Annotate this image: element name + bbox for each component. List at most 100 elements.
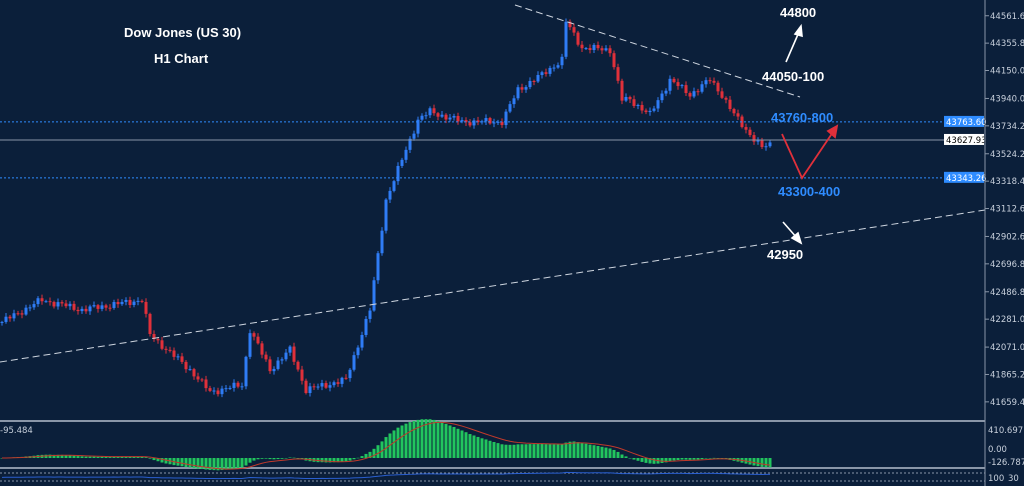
candle — [636, 103, 640, 110]
candle — [72, 300, 76, 312]
candle — [48, 297, 52, 306]
candle — [736, 109, 740, 121]
macd-bar — [520, 444, 524, 458]
candle — [400, 157, 404, 168]
candle — [388, 187, 392, 204]
candle — [756, 137, 760, 145]
level-tag — [944, 133, 984, 145]
macd-bar — [692, 458, 696, 460]
macd-bar — [136, 456, 140, 458]
candle — [640, 101, 644, 114]
candle — [712, 77, 716, 86]
y-tick-label: 44150.00 — [990, 67, 1024, 77]
candle — [592, 43, 596, 53]
candle — [360, 331, 364, 351]
macd-bar — [320, 458, 324, 463]
macd-bar — [88, 456, 92, 458]
macd-bar — [668, 458, 672, 462]
macd-bar — [336, 458, 340, 463]
macd-bar — [448, 425, 452, 458]
macd-bar — [184, 458, 188, 468]
candle — [436, 111, 440, 121]
macd-bar — [240, 458, 244, 468]
candle — [568, 19, 572, 31]
macd-bar — [644, 458, 648, 463]
macd-bar — [624, 456, 628, 458]
macd-bar — [144, 457, 148, 458]
macd-bar — [680, 458, 684, 460]
y-tick-label: 42486.80 — [990, 288, 1024, 298]
candle — [180, 352, 184, 364]
macd-bar — [100, 456, 104, 458]
candle — [76, 306, 80, 315]
macd-bar — [504, 444, 508, 458]
candle — [28, 304, 32, 312]
macd-bar — [488, 440, 492, 458]
macd-bar — [548, 444, 552, 458]
candle — [304, 378, 308, 395]
macd-bar — [428, 419, 432, 458]
macd-bar — [592, 445, 596, 458]
candle — [452, 113, 456, 121]
candle — [624, 93, 628, 103]
lower-indicator-line — [1, 471, 771, 480]
candle — [432, 104, 436, 116]
candle — [504, 109, 508, 129]
candle — [700, 81, 704, 94]
macd-bar — [108, 457, 112, 458]
candle — [752, 132, 756, 145]
y-tick-label: 41659.40 — [990, 398, 1024, 408]
macd-bar — [476, 436, 480, 458]
candle — [556, 62, 560, 69]
macd-signal-line — [1, 421, 771, 470]
level-tag-label: 43343.26 — [946, 174, 987, 184]
macd-bar — [672, 458, 676, 461]
candle — [96, 303, 100, 313]
macd-bar — [416, 419, 420, 458]
candle — [308, 382, 312, 397]
annotation-target-high: 44800 — [780, 5, 816, 20]
candle — [92, 301, 96, 308]
y-tick-label: 43318.40 — [990, 177, 1024, 187]
candle — [724, 96, 728, 104]
macd-bar — [688, 458, 692, 460]
macd-bar — [332, 458, 336, 463]
macd-bar — [496, 443, 500, 458]
candle — [660, 90, 664, 103]
candle — [276, 357, 280, 371]
candle — [52, 300, 56, 309]
candle — [544, 68, 548, 77]
candle — [288, 345, 292, 356]
macd-bar — [424, 419, 428, 458]
candle — [516, 84, 520, 101]
macd-bar — [164, 458, 168, 464]
macd-bar — [352, 458, 356, 460]
macd-bar — [148, 458, 152, 459]
candle — [656, 97, 660, 112]
macd-bar — [364, 453, 368, 458]
candle — [612, 50, 616, 70]
annotation-level-lower: 43300-400 — [778, 184, 840, 199]
candle — [600, 45, 604, 55]
macd-bar — [204, 458, 208, 470]
macd-bar — [552, 444, 556, 458]
candle — [200, 377, 204, 383]
candle — [264, 351, 268, 362]
candle — [472, 118, 476, 129]
resistance-trendline — [514, 4, 801, 98]
macd-bar — [372, 448, 376, 458]
macd-bar — [768, 458, 772, 468]
candle — [312, 383, 316, 390]
macd-bar — [576, 442, 580, 458]
level-tag-label: 43763.60 — [946, 118, 987, 128]
macd-bar — [440, 422, 444, 458]
candle — [440, 110, 444, 118]
macd-bar — [324, 458, 328, 463]
macd-bar — [348, 458, 352, 461]
macd-bar — [532, 444, 536, 458]
macd-bar — [604, 447, 608, 458]
candle — [384, 198, 388, 234]
level-tag — [944, 171, 984, 183]
candle — [8, 314, 12, 322]
